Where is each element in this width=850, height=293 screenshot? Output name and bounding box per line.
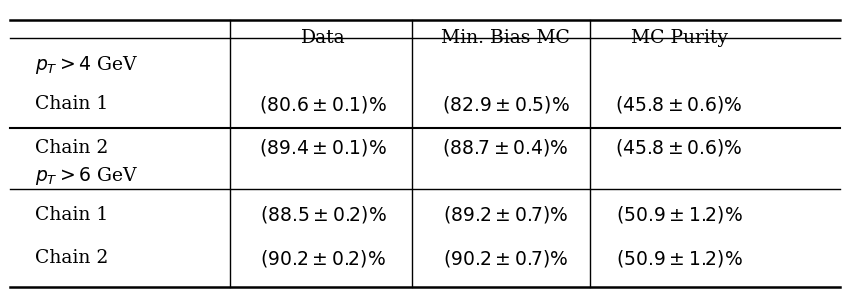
- Text: Chain 2: Chain 2: [36, 249, 109, 267]
- Text: Chain 1: Chain 1: [36, 96, 109, 113]
- Text: $(88.5\pm0.2)\%$: $(88.5\pm0.2)\%$: [260, 204, 387, 225]
- Text: $p_T > 6$ GeV: $p_T > 6$ GeV: [36, 165, 139, 187]
- Text: $(89.4\pm0.1)\%$: $(89.4\pm0.1)\%$: [259, 137, 388, 159]
- Text: $p_T > 4$ GeV: $p_T > 4$ GeV: [36, 54, 139, 76]
- Text: $(82.9\pm0.5)\%$: $(82.9\pm0.5)\%$: [441, 94, 570, 115]
- Text: $(90.2\pm0.2)\%$: $(90.2\pm0.2)\%$: [260, 248, 386, 269]
- Text: $(50.9\pm1.2)\%$: $(50.9\pm1.2)\%$: [615, 204, 743, 225]
- Text: MC Purity: MC Purity: [631, 29, 728, 47]
- Text: $(45.8\pm0.6)\%$: $(45.8\pm0.6)\%$: [615, 94, 743, 115]
- Text: $(50.9\pm1.2)\%$: $(50.9\pm1.2)\%$: [615, 248, 743, 269]
- Text: $(88.7\pm0.4)\%$: $(88.7\pm0.4)\%$: [442, 137, 569, 159]
- Text: Min. Bias MC: Min. Bias MC: [441, 29, 570, 47]
- Text: $(89.2\pm0.7)\%$: $(89.2\pm0.7)\%$: [443, 204, 568, 225]
- Text: $(90.2\pm0.7)\%$: $(90.2\pm0.7)\%$: [443, 248, 568, 269]
- Text: Chain 1: Chain 1: [36, 206, 109, 224]
- Text: $(45.8\pm0.6)\%$: $(45.8\pm0.6)\%$: [615, 137, 743, 159]
- Text: Chain 2: Chain 2: [36, 139, 109, 157]
- Text: Data: Data: [301, 29, 346, 47]
- Text: $(80.6\pm0.1)\%$: $(80.6\pm0.1)\%$: [259, 94, 388, 115]
